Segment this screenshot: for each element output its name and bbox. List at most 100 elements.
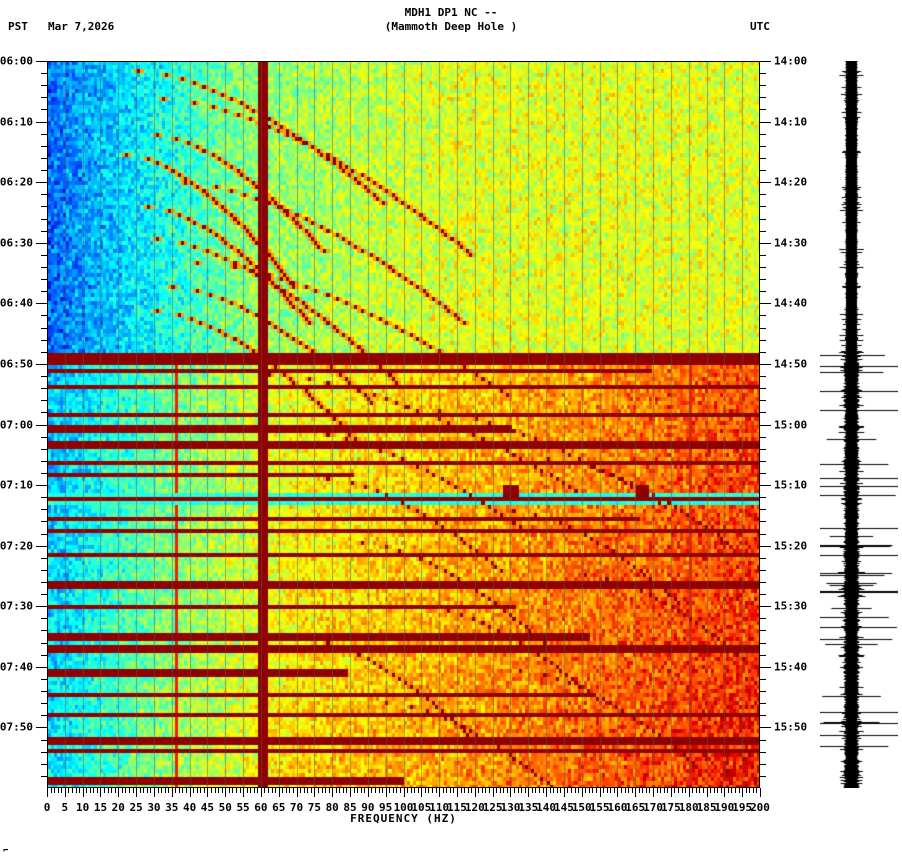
axis-minor-tick xyxy=(760,97,766,99)
frequency-tick-label: 120 xyxy=(464,801,485,814)
frequency-minor-tick xyxy=(161,788,163,793)
axis-minor-tick xyxy=(760,715,766,717)
axis-minor-tick xyxy=(41,73,47,75)
frequency-minor-tick xyxy=(246,788,248,793)
axis-minor-tick xyxy=(41,715,47,717)
frequency-tick-label: 145 xyxy=(553,801,574,814)
frequency-minor-tick xyxy=(121,788,123,793)
axis-minor-tick xyxy=(41,388,47,390)
axis-major-tick xyxy=(760,242,771,244)
frequency-major-tick xyxy=(528,788,530,797)
station-title: MDH1 DP1 NC -- xyxy=(404,6,498,19)
axis-tick-label: 14:50 xyxy=(774,357,808,371)
axis-minor-tick xyxy=(41,497,47,499)
frequency-major-tick xyxy=(670,788,672,797)
frequency-minor-tick xyxy=(257,788,259,793)
frequency-minor-tick xyxy=(164,788,166,793)
frequency-minor-tick xyxy=(517,788,519,793)
frequency-tick-label: 60 xyxy=(254,801,268,814)
axis-major-tick xyxy=(760,363,771,365)
frequency-tick-label: 140 xyxy=(536,801,557,814)
frequency-tick-label: 35 xyxy=(165,801,179,814)
frequency-minor-tick xyxy=(125,788,127,793)
frequency-major-tick xyxy=(635,788,637,797)
frequency-minor-tick xyxy=(745,788,747,793)
frequency-tick-label: 195 xyxy=(732,801,753,814)
frequency-tick-label: 190 xyxy=(714,801,735,814)
axis-minor-tick xyxy=(41,145,47,147)
frequency-minor-tick xyxy=(713,788,715,793)
frequency-minor-tick xyxy=(478,788,480,793)
frequency-tick-label: 45 xyxy=(200,801,215,814)
frequency-minor-tick xyxy=(567,788,569,793)
frequency-major-tick xyxy=(260,788,262,797)
frequency-minor-tick xyxy=(128,788,130,793)
frequency-minor-tick xyxy=(578,788,580,793)
spectrogram-canvas[interactable] xyxy=(47,61,760,788)
frequency-tick-label: 50 xyxy=(218,801,232,814)
frequency-axis-title: FREQUENCY (HZ) xyxy=(350,812,457,825)
left-time-axis: 06:00 06:10 06:20 06:30 06:40 06:50 07:00 07:10… xyxy=(0,55,47,790)
axis-minor-tick xyxy=(41,194,47,196)
axis-minor-tick xyxy=(41,521,47,523)
frequency-minor-tick xyxy=(606,788,608,793)
frequency-major-tick xyxy=(653,788,655,797)
axis-minor-tick xyxy=(41,509,47,511)
frequency-minor-tick xyxy=(346,788,348,793)
frequency-tick-label: 55 xyxy=(236,801,250,814)
axis-major-tick xyxy=(760,545,771,547)
axis-minor-tick xyxy=(760,254,766,256)
axis-minor-tick xyxy=(760,291,766,293)
frequency-minor-tick xyxy=(186,788,188,793)
axis-minor-tick xyxy=(41,157,47,159)
frequency-minor-tick xyxy=(628,788,630,793)
frequency-minor-tick xyxy=(285,788,287,793)
frequency-minor-tick xyxy=(685,788,687,793)
frequency-tick-label: 180 xyxy=(678,801,699,814)
axis-minor-tick xyxy=(760,521,766,523)
frequency-minor-tick xyxy=(613,788,615,793)
frequency-minor-tick xyxy=(89,788,91,793)
axis-minor-tick xyxy=(760,145,766,147)
axis-tick-label: 06:50 xyxy=(0,357,33,371)
frequency-minor-tick xyxy=(446,788,448,793)
spectrogram-plot[interactable] xyxy=(47,61,760,788)
frequency-minor-tick xyxy=(378,788,380,793)
frequency-minor-tick xyxy=(428,788,430,793)
axis-minor-tick xyxy=(760,472,766,474)
axis-tick-label: 07:00 xyxy=(0,418,33,431)
frequency-minor-tick xyxy=(75,788,77,793)
frequency-minor-tick xyxy=(111,788,113,793)
axis-minor-tick xyxy=(41,206,47,208)
axis-minor-tick xyxy=(760,751,766,753)
frequency-major-tick xyxy=(153,788,155,797)
frequency-tick-label: 75 xyxy=(307,801,321,814)
frequency-tick-label: 5 xyxy=(61,801,69,814)
frequency-major-tick xyxy=(314,788,316,797)
axis-major-tick xyxy=(760,666,771,668)
axis-minor-tick xyxy=(41,775,47,777)
frequency-minor-tick xyxy=(54,788,56,793)
frequency-minor-tick xyxy=(560,788,562,793)
frequency-tick-label: 10 xyxy=(76,801,90,814)
axis-minor-tick xyxy=(760,327,766,329)
frequency-minor-tick xyxy=(292,788,294,793)
frequency-major-tick xyxy=(581,788,583,797)
axis-minor-tick xyxy=(760,691,766,693)
axis-minor-tick xyxy=(41,266,47,268)
frequency-minor-tick xyxy=(132,788,134,793)
frequency-minor-tick xyxy=(96,788,98,793)
axis-minor-tick xyxy=(760,157,766,159)
axis-tick-label: 15:10 xyxy=(774,478,808,492)
frequency-major-tick xyxy=(510,788,512,797)
axis-major-tick xyxy=(760,303,771,305)
axis-minor-tick xyxy=(760,460,766,462)
seismogram-trace xyxy=(820,61,898,788)
frequency-tick-label: 175 xyxy=(660,801,681,814)
axis-minor-tick xyxy=(41,339,47,341)
frequency-tick-label: 165 xyxy=(625,801,646,814)
frequency-minor-tick xyxy=(645,788,647,793)
axis-major-tick xyxy=(36,61,47,62)
frequency-minor-tick xyxy=(603,788,605,793)
axis-minor-tick xyxy=(760,763,766,765)
